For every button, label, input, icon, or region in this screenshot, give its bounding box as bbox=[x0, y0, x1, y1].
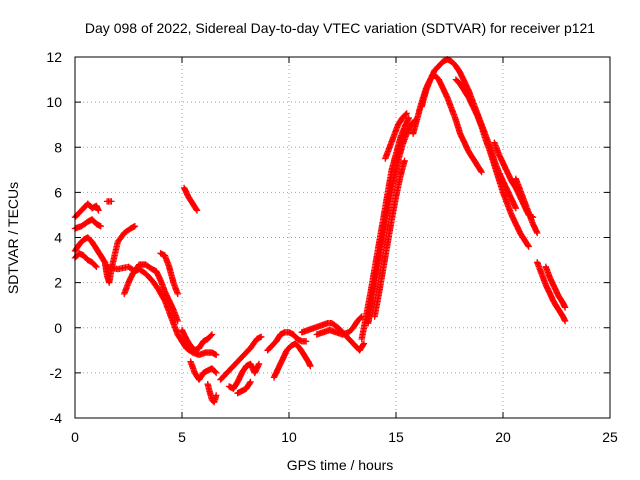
series-track-8 bbox=[157, 250, 181, 298]
x-tick-label: 10 bbox=[281, 429, 297, 445]
axis-ticks: 0 5 10 15 20 25 -4 -2 0 2 4 6 8 10 12 bbox=[46, 49, 618, 445]
series-track-25 bbox=[409, 71, 485, 176]
series-track-18 bbox=[298, 320, 368, 354]
data-point bbox=[247, 378, 254, 386]
series-track-2 bbox=[103, 198, 115, 205]
data-point bbox=[174, 290, 181, 298]
data-point bbox=[477, 167, 485, 175]
y-tick-label: 12 bbox=[46, 49, 62, 65]
series-track-7 bbox=[121, 261, 181, 325]
y-tick-label: 8 bbox=[54, 139, 62, 155]
data-point bbox=[95, 207, 102, 214]
series-track-17 bbox=[270, 340, 314, 381]
data-point bbox=[213, 392, 220, 399]
data-point bbox=[512, 205, 519, 212]
data-point bbox=[246, 379, 253, 387]
data-point bbox=[534, 229, 541, 237]
grid bbox=[75, 57, 610, 418]
y-axis-label: SDTVAR / TECUs bbox=[5, 182, 21, 294]
series-track-30 bbox=[542, 263, 569, 311]
data-point bbox=[405, 114, 412, 122]
series-track-11 bbox=[204, 381, 220, 406]
x-tick-label: 5 bbox=[178, 429, 186, 445]
data-point bbox=[360, 340, 368, 347]
series-track-16 bbox=[264, 329, 310, 354]
data-point bbox=[524, 242, 532, 249]
data-point bbox=[402, 111, 409, 118]
series-track-5 bbox=[71, 250, 100, 270]
data-point bbox=[108, 198, 115, 205]
data-point bbox=[193, 207, 201, 214]
x-axis-label: GPS time / hours bbox=[287, 457, 394, 473]
series-track-6 bbox=[103, 263, 220, 358]
data-point bbox=[193, 206, 200, 213]
chart-title: Day 098 of 2022, Sidereal Day-to-day VTE… bbox=[85, 20, 595, 36]
series-track-1 bbox=[71, 200, 102, 221]
y-tick-label: -4 bbox=[50, 410, 63, 426]
series-track-28 bbox=[512, 175, 541, 237]
series-track-4 bbox=[71, 223, 139, 286]
data-point bbox=[401, 157, 408, 164]
data-point bbox=[97, 223, 104, 230]
data-point bbox=[307, 362, 314, 370]
data-point bbox=[561, 304, 569, 311]
series-track-13 bbox=[217, 333, 265, 383]
series-track-29 bbox=[534, 259, 569, 325]
data-point bbox=[478, 168, 485, 176]
series-track-15 bbox=[234, 378, 254, 397]
data-point bbox=[131, 223, 139, 230]
data-point bbox=[93, 263, 100, 270]
series-track-14 bbox=[225, 360, 263, 392]
series-track-10 bbox=[187, 358, 220, 383]
data-point bbox=[302, 338, 310, 345]
data-point bbox=[255, 360, 263, 368]
series-track-12 bbox=[180, 184, 201, 214]
series-track-19 bbox=[313, 313, 365, 338]
data-point bbox=[525, 243, 532, 250]
x-tick-label: 20 bbox=[495, 429, 511, 445]
series-track-3 bbox=[71, 216, 104, 232]
series-track-22 bbox=[371, 157, 408, 320]
y-tick-label: 0 bbox=[54, 320, 62, 336]
data-point bbox=[403, 110, 410, 117]
y-tick-label: 2 bbox=[54, 275, 62, 291]
data-point bbox=[174, 317, 181, 325]
x-tick-label: 0 bbox=[71, 429, 79, 445]
data-point bbox=[92, 262, 99, 269]
y-tick-label: 6 bbox=[54, 184, 62, 200]
y-tick-label: 4 bbox=[54, 230, 62, 246]
data-point bbox=[207, 332, 215, 339]
data-point bbox=[561, 317, 569, 325]
data-point bbox=[213, 369, 220, 377]
series-track-20 bbox=[358, 114, 412, 343]
series-track-26 bbox=[452, 76, 532, 250]
data-point bbox=[213, 351, 220, 358]
data-point bbox=[360, 341, 367, 348]
data-point bbox=[208, 331, 216, 338]
data-point bbox=[212, 368, 219, 375]
series-track-9 bbox=[178, 326, 216, 354]
y-tick-label: -2 bbox=[50, 365, 63, 381]
y-tick-label: 10 bbox=[46, 94, 62, 110]
data-points bbox=[71, 56, 569, 406]
data-point bbox=[258, 333, 265, 340]
series-track-23 bbox=[382, 110, 410, 162]
x-tick-label: 25 bbox=[602, 429, 618, 445]
x-tick-label: 15 bbox=[388, 429, 404, 445]
